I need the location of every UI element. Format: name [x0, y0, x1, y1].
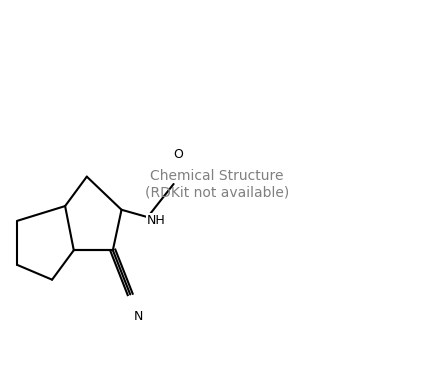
Text: NH: NH: [147, 214, 166, 227]
Text: N: N: [134, 310, 144, 323]
Text: Chemical Structure
(RDKit not available): Chemical Structure (RDKit not available): [145, 169, 289, 199]
Text: O: O: [173, 148, 183, 161]
